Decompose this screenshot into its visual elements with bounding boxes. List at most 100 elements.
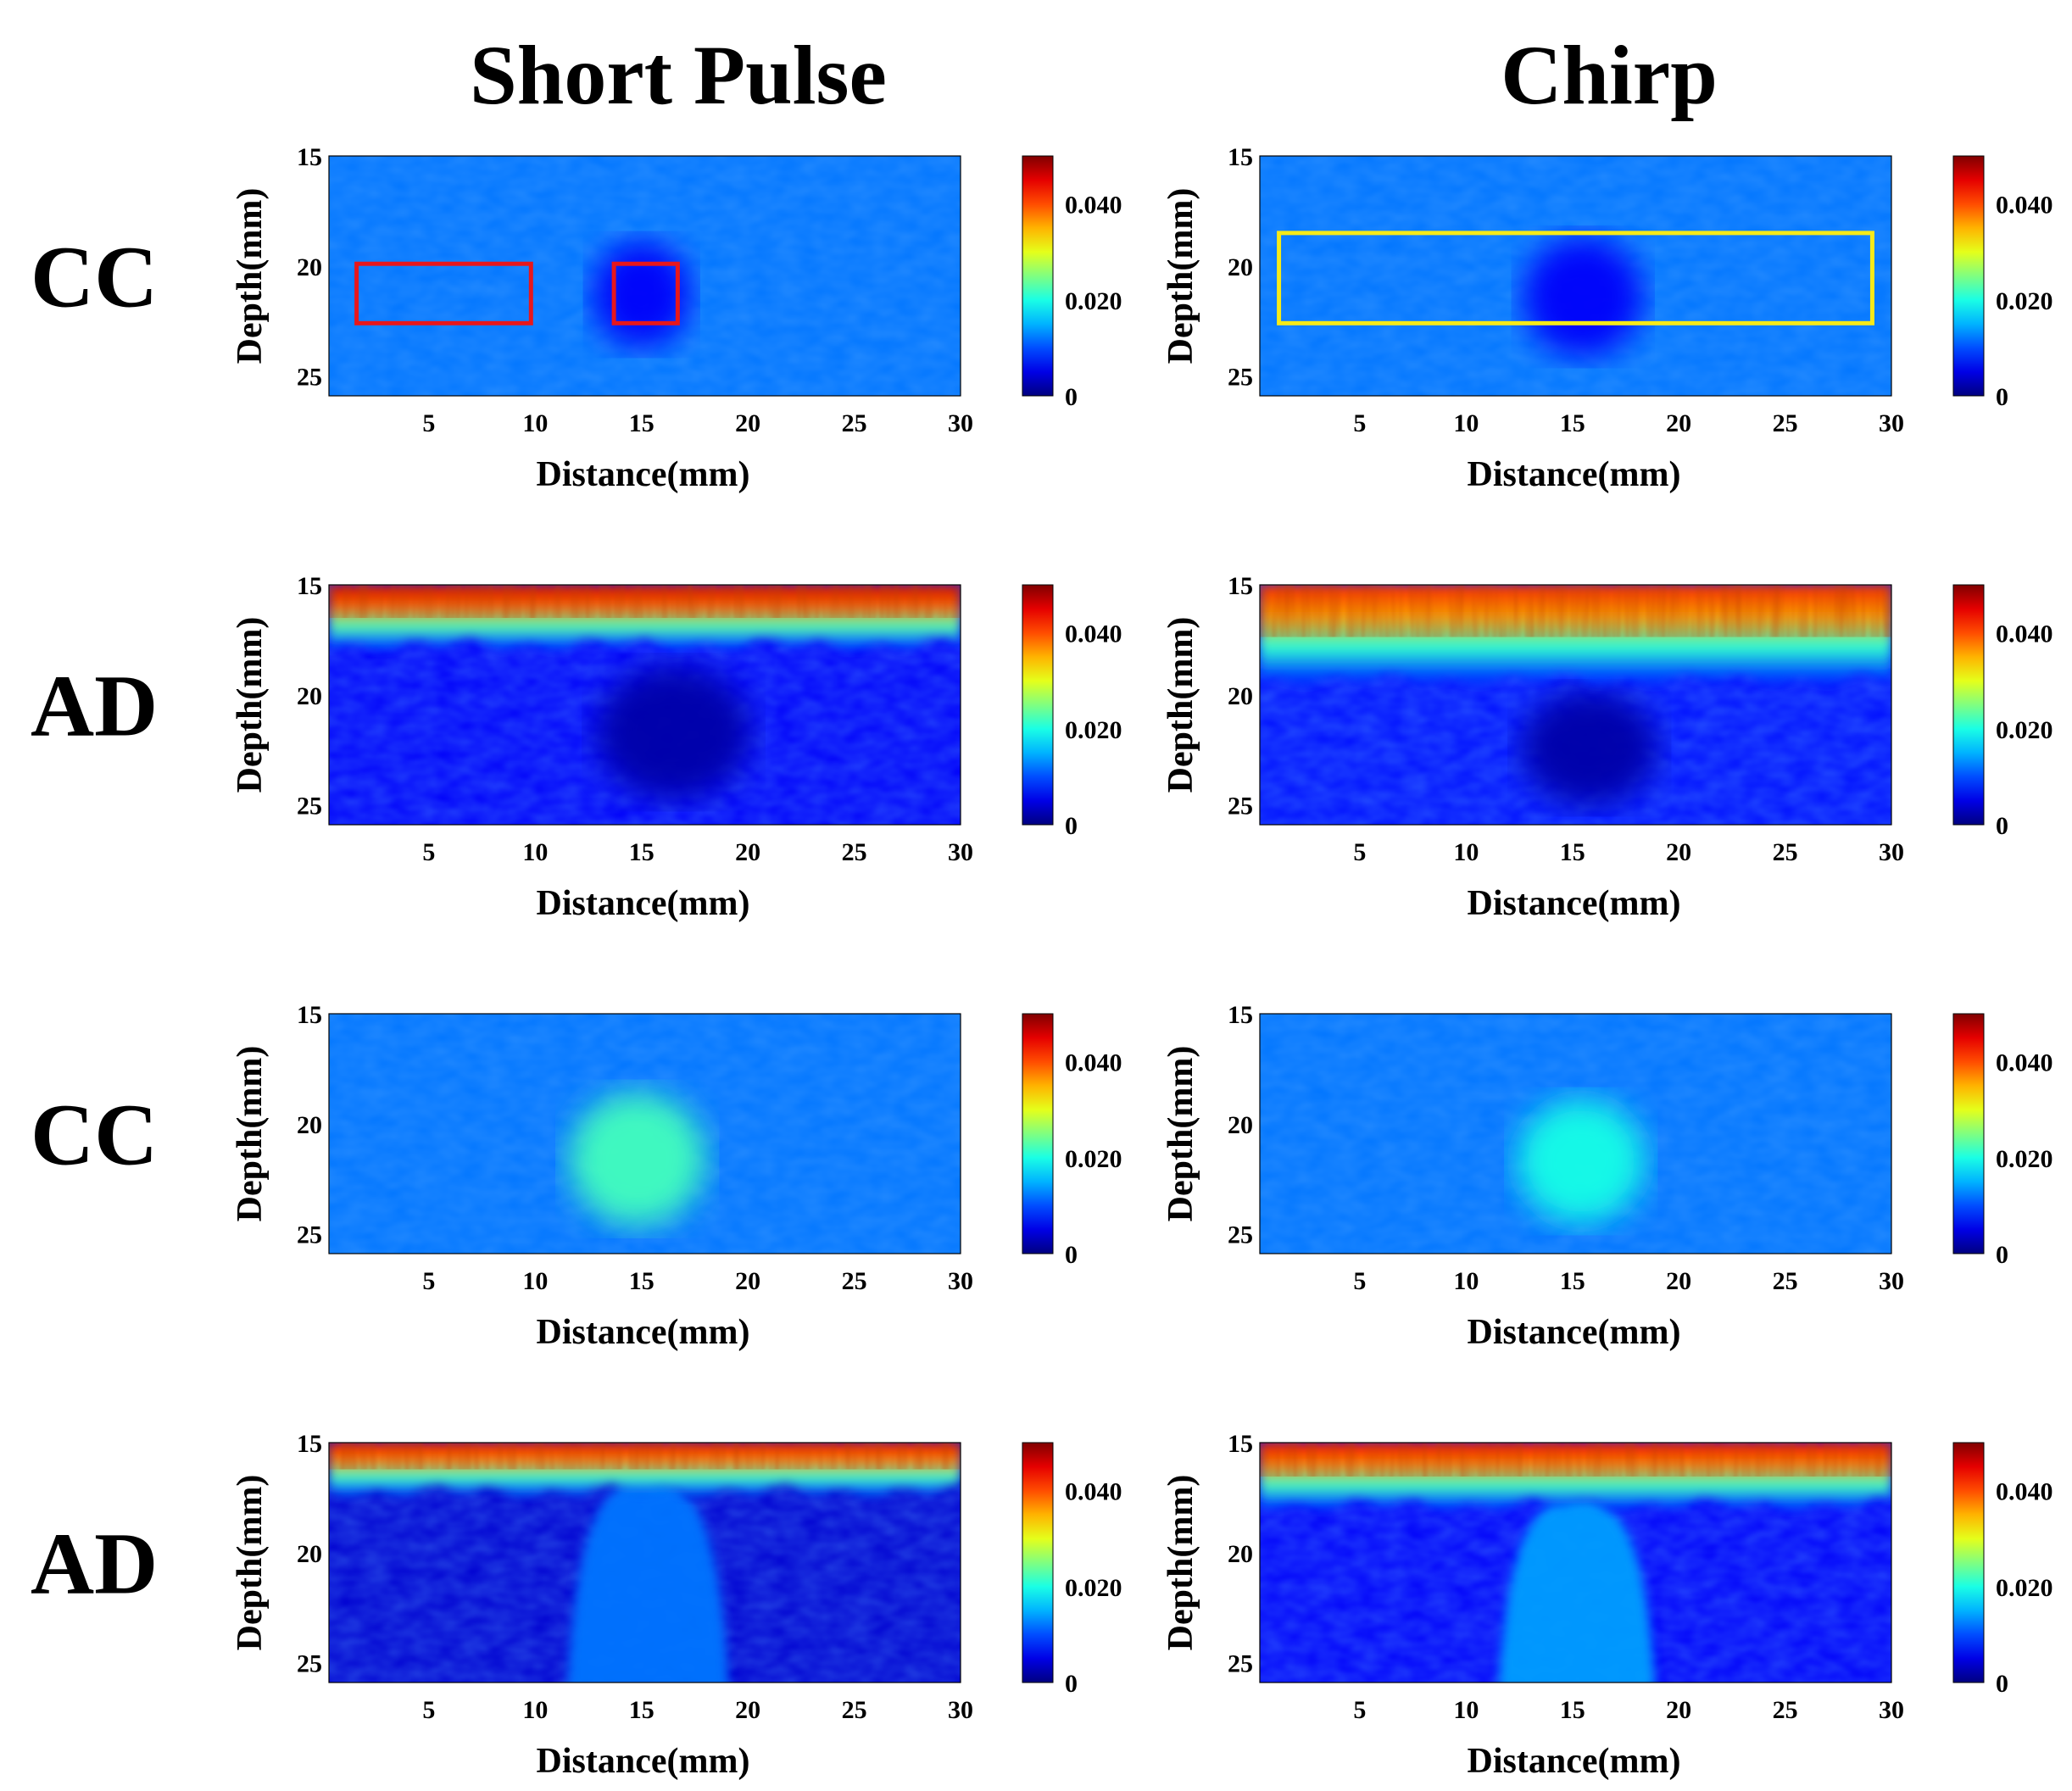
- colorbar-tick-label: 0.020: [1065, 287, 1122, 315]
- y-axis-label: Depth(mm): [231, 188, 270, 364]
- x-tick-label: 15: [629, 838, 654, 866]
- colorbar-tick-label: 0.040: [1996, 1049, 2053, 1077]
- x-tick-label: 30: [1879, 1696, 1904, 1724]
- y-axis-label: Depth(mm): [1161, 617, 1200, 793]
- x-tick-label: 15: [629, 1267, 654, 1295]
- heatmap-image: [1260, 156, 1891, 396]
- colorbar-tick-label: 0.020: [1996, 1574, 2053, 1602]
- x-tick-label: 20: [1666, 409, 1691, 437]
- y-tick-label: 25: [1228, 364, 1253, 392]
- colorbar-tick-label: 0: [1065, 812, 1078, 840]
- x-tick-label: 25: [842, 838, 867, 866]
- x-tick-label: 5: [422, 409, 435, 437]
- panel-cc-short-pulse-r2: 5 10 15 20 25 30 15 20 25 Distance(mm) Depth(mm) 0 0…: [231, 1001, 1122, 1352]
- plot-frame: [328, 584, 961, 826]
- y-tick-label: 20: [297, 1540, 322, 1568]
- y-axis-label: Depth(mm): [1161, 1475, 1200, 1651]
- x-tick-label: 20: [1666, 1267, 1691, 1295]
- x-axis-label: Distance(mm): [537, 884, 750, 923]
- colorbar-tick-label: 0.020: [1996, 716, 2053, 744]
- x-axis-label: Distance(mm): [1468, 1742, 1681, 1781]
- x-tick-label: 5: [1353, 1267, 1366, 1295]
- x-tick-label: 5: [1353, 1696, 1366, 1724]
- x-tick-label: 10: [1453, 838, 1479, 866]
- x-tick-label: 20: [735, 1267, 760, 1295]
- colorbar: [1022, 1442, 1054, 1683]
- x-tick-label: 25: [842, 409, 867, 437]
- y-tick-label: 15: [1228, 572, 1253, 600]
- heatmap-image: [1260, 1014, 1891, 1254]
- y-tick-label: 25: [1228, 1650, 1253, 1678]
- heatmap-image: [329, 585, 961, 825]
- row-label-2: CC: [31, 1087, 158, 1184]
- colorbar: [1022, 155, 1054, 397]
- panel-ad-chirp-r1: 5 10 15 20 25 30 15 20 25 Distance(mm) Depth(mm) 0 0…: [1161, 572, 2053, 923]
- x-tick-label: 20: [1666, 1696, 1691, 1724]
- x-axis-label: Distance(mm): [1468, 1313, 1681, 1352]
- x-tick-label: 5: [1353, 838, 1366, 866]
- inclusion: [569, 1093, 705, 1226]
- plot-frame: [1259, 584, 1892, 826]
- y-tick-label: 25: [297, 793, 322, 820]
- roi-box-0: [354, 261, 533, 325]
- colorbar-tick-label: 0: [1065, 1241, 1078, 1269]
- colorbar: [1022, 1013, 1054, 1254]
- colorbar-tick-label: 0: [1996, 812, 2008, 840]
- x-axis-label: Distance(mm): [537, 1313, 750, 1352]
- x-axis-label: Distance(mm): [1468, 455, 1681, 494]
- colorbar-tick-label: 0.040: [1996, 1478, 2053, 1506]
- y-axis-label: Depth(mm): [231, 1046, 270, 1222]
- x-tick-label: 15: [1560, 409, 1585, 437]
- column-title-1: Chirp: [1501, 28, 1718, 122]
- inclusion: [1521, 690, 1658, 805]
- roi-box-1: [611, 261, 680, 325]
- y-tick-label: 15: [1228, 1430, 1253, 1458]
- x-tick-label: 25: [1773, 1696, 1798, 1724]
- x-tick-label: 25: [1773, 409, 1798, 437]
- inclusion: [1517, 1099, 1646, 1223]
- x-tick-label: 15: [1560, 838, 1585, 866]
- heatmap-image: [329, 1014, 961, 1254]
- x-tick-label: 25: [842, 1696, 867, 1724]
- x-tick-label: 30: [1879, 838, 1904, 866]
- surface-streaks: [329, 585, 961, 618]
- colorbar-tick-label: 0: [1065, 1670, 1078, 1698]
- y-tick-label: 20: [297, 1111, 322, 1139]
- colorbar-tick-label: 0.040: [1065, 1049, 1122, 1077]
- heatmap-image: [329, 1443, 961, 1683]
- x-axis-label: Distance(mm): [1468, 884, 1681, 923]
- plot-frame: [1259, 1442, 1892, 1683]
- y-tick-label: 15: [297, 572, 322, 600]
- x-tick-label: 30: [948, 1696, 973, 1724]
- y-tick-label: 20: [1228, 253, 1253, 281]
- colorbar-tick-label: 0.020: [1996, 1145, 2053, 1173]
- x-tick-label: 15: [1560, 1267, 1585, 1295]
- y-tick-label: 20: [1228, 1540, 1253, 1568]
- x-tick-label: 10: [522, 1696, 548, 1724]
- inclusion: [1523, 237, 1643, 357]
- y-tick-label: 15: [1228, 143, 1253, 171]
- y-tick-label: 15: [1228, 1001, 1253, 1029]
- colorbar: [1952, 1013, 1985, 1254]
- colorbar-tick-label: 0.040: [1065, 620, 1122, 648]
- y-axis-label: Depth(mm): [1161, 1046, 1200, 1222]
- y-tick-label: 25: [297, 364, 322, 392]
- panel-cc-chirp-r2: 5 10 15 20 25 30 15 20 25 Distance(mm) Depth(mm) 0 0…: [1161, 1001, 2053, 1352]
- x-tick-label: 25: [1773, 1267, 1798, 1295]
- colorbar: [1022, 584, 1054, 826]
- y-tick-label: 20: [1228, 682, 1253, 710]
- y-axis-label: Depth(mm): [231, 617, 270, 793]
- row-label-0: CC: [31, 229, 158, 326]
- y-axis-label: Depth(mm): [1161, 188, 1200, 364]
- x-tick-label: 15: [629, 409, 654, 437]
- heatmap-image: [329, 156, 961, 396]
- y-tick-label: 25: [1228, 793, 1253, 820]
- colorbar-tick-label: 0.020: [1065, 1145, 1122, 1173]
- panel-cc-short-pulse-r0: 5 10 15 20 25 30 15 20 25 Distance(mm) Depth(mm) 0 0…: [231, 143, 1122, 494]
- colorbar-tick-label: 0.040: [1065, 192, 1122, 220]
- x-axis-label: Distance(mm): [537, 455, 750, 494]
- x-tick-label: 30: [1879, 1267, 1904, 1295]
- x-tick-label: 5: [422, 1696, 435, 1724]
- x-tick-label: 20: [735, 838, 760, 866]
